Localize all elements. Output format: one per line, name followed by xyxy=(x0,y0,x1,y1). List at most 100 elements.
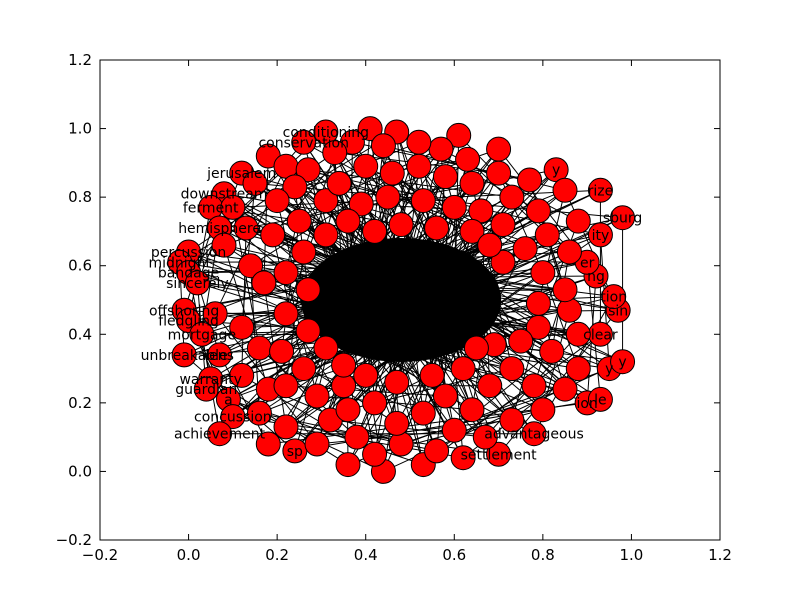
graph-node xyxy=(499,356,525,382)
y-tick-label: 1.0 xyxy=(68,120,92,138)
graph-node xyxy=(362,218,388,244)
graph-node xyxy=(370,133,396,159)
graph-node xyxy=(193,376,219,402)
x-tick-label: 0.6 xyxy=(442,546,466,564)
node-label: sp xyxy=(287,444,303,460)
node-label: guardian xyxy=(175,382,237,398)
graph-node xyxy=(357,116,383,142)
graph-node xyxy=(344,424,370,450)
node-label: conditioning xyxy=(283,125,369,141)
graph-node xyxy=(441,417,467,443)
graph-node xyxy=(220,194,246,220)
graph-node xyxy=(322,140,348,166)
node-label: le xyxy=(594,392,607,408)
node-label: a xyxy=(224,392,233,408)
graph-node xyxy=(552,177,578,203)
node-label: downstream xyxy=(181,187,268,203)
graph-node xyxy=(517,167,543,193)
graph-node xyxy=(432,164,458,190)
graph-node xyxy=(362,441,388,467)
node-label: bandage xyxy=(158,266,219,282)
x-tick-label: 1.0 xyxy=(619,546,643,564)
graph-node xyxy=(384,369,410,395)
graph-node xyxy=(229,314,255,340)
node-label: warranty xyxy=(179,372,242,388)
hub-cluster xyxy=(301,238,502,362)
graph-node xyxy=(459,397,485,423)
node-label: tion xyxy=(600,290,627,306)
graph-node xyxy=(313,222,339,248)
node-label: advantageous xyxy=(484,427,584,443)
graph-node xyxy=(565,356,591,382)
hub-layer xyxy=(301,238,502,362)
graph-node xyxy=(246,400,272,426)
x-tick-label: 0.8 xyxy=(531,546,555,564)
graph-node xyxy=(472,424,498,450)
graph-node xyxy=(446,122,472,148)
node-label: clear xyxy=(583,327,618,343)
graph-node xyxy=(610,205,636,231)
node-label: lens xyxy=(205,348,234,364)
graph-node xyxy=(512,236,538,262)
graph-edge xyxy=(263,155,269,283)
graph-node xyxy=(189,321,215,347)
node-label: settlement xyxy=(461,447,538,463)
graph-node xyxy=(565,208,591,234)
node-label: concussion xyxy=(194,410,272,426)
graph-node xyxy=(406,129,432,155)
node-label: midnight xyxy=(148,255,211,271)
node-label: y xyxy=(618,355,626,371)
graph-node xyxy=(304,431,330,457)
node-label: sburg xyxy=(603,211,642,227)
graph-node xyxy=(260,222,286,248)
y-tick-label: 0.0 xyxy=(68,462,92,480)
graph-node xyxy=(499,407,525,433)
graph-node xyxy=(410,400,436,426)
x-tick-label: 0.0 xyxy=(177,546,201,564)
x-tick-label: −0.2 xyxy=(82,546,118,564)
graph-node xyxy=(534,222,560,248)
node-label: percussion xyxy=(151,245,226,261)
graph-node xyxy=(388,212,414,238)
graph-node xyxy=(388,431,414,457)
graph-node xyxy=(238,253,264,279)
graph-node xyxy=(184,270,210,296)
x-tick-label: 0.4 xyxy=(354,546,378,564)
graph-edge xyxy=(316,429,455,445)
graph-node xyxy=(273,260,299,286)
x-tick-label: 1.2 xyxy=(708,546,732,564)
graph-node xyxy=(459,170,485,196)
nodes-layer xyxy=(167,116,636,484)
graph-node xyxy=(530,260,556,286)
graph-node xyxy=(525,198,551,224)
node-label: y xyxy=(605,362,613,378)
node-label: er xyxy=(580,255,595,271)
graph-node xyxy=(207,342,233,368)
graph-node xyxy=(424,438,450,464)
y-tick-label: −0.2 xyxy=(56,531,92,549)
node-label: mortgage xyxy=(168,327,236,343)
x-axis-ticks: −0.2 0.0 0.2 0.4 0.6 0.8 1.0 1.2 xyxy=(82,60,732,564)
graph-node xyxy=(229,362,255,388)
graph-node xyxy=(419,362,445,388)
graph-node xyxy=(202,301,228,327)
graph-node xyxy=(291,129,317,155)
graph-node xyxy=(410,188,436,214)
graph-node xyxy=(171,342,197,368)
graph-node xyxy=(273,301,299,327)
node-label: ion xyxy=(576,396,597,412)
graph-node xyxy=(587,222,613,248)
graph-node xyxy=(207,421,233,447)
x-tick-label: 0.2 xyxy=(265,546,289,564)
graph-node xyxy=(353,362,379,388)
graph-node xyxy=(353,153,379,179)
graph-edge xyxy=(400,388,566,445)
graph-node xyxy=(521,421,547,447)
node-label: achievement xyxy=(174,427,266,443)
graph-node xyxy=(295,157,321,183)
graph-node xyxy=(291,356,317,382)
graph-node xyxy=(251,270,277,296)
node-label: hemisphere xyxy=(178,221,261,237)
